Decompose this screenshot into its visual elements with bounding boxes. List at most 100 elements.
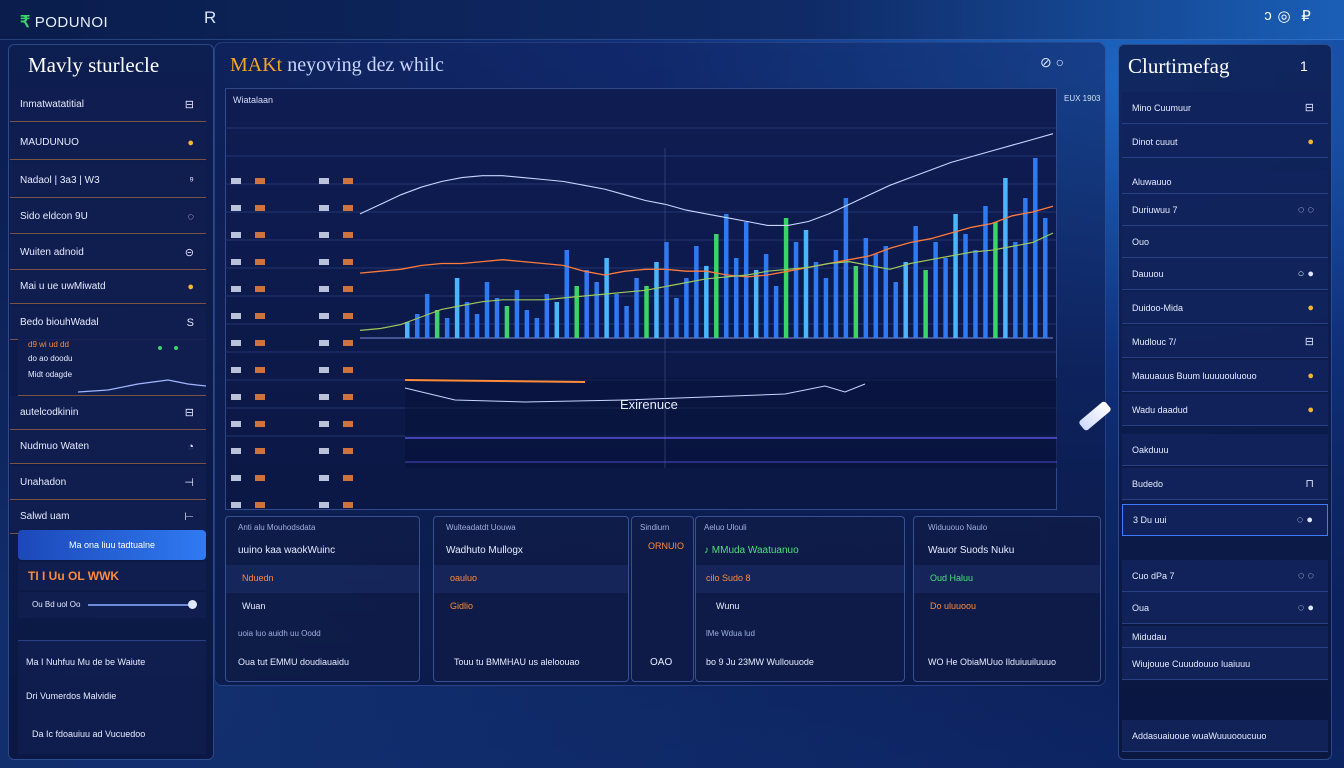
- y-tick-label: [255, 313, 265, 319]
- right-list-item[interactable]: Midudau: [1122, 626, 1328, 648]
- sidebar-item-label: MAUDUNUO: [20, 137, 79, 148]
- sidebar-item[interactable]: Salwd uam ⊢: [10, 500, 206, 534]
- series-line-white: [359, 133, 1054, 226]
- refresh-icon[interactable]: ↄ: [1264, 7, 1272, 24]
- sidebar-item-label: Bedo biouhWadal: [20, 317, 99, 328]
- card-value: oauluo: [450, 573, 478, 583]
- chart-bar: [953, 214, 958, 338]
- chart-bar: [1013, 242, 1018, 338]
- chart-tab[interactable]: Wiatalaan: [233, 95, 274, 105]
- warning-row[interactable]: TI I Uu OL WWK: [18, 562, 206, 590]
- right-list-item[interactable]: Mino Cuumuur ⊟: [1122, 92, 1328, 124]
- footer-item[interactable]: Ma I Nuhfuu Mu de be Waiute: [26, 657, 146, 667]
- sidebar-item[interactable]: Nadaol | 3a3 | W3 ⁹: [10, 164, 206, 198]
- right-list-item[interactable]: Aluwauuo: [1122, 170, 1328, 194]
- chart-bar: [733, 258, 739, 338]
- right-list-item[interactable]: Budedo ⊓: [1122, 468, 1328, 500]
- y-tick-label: [343, 205, 353, 211]
- minus-circle-icon: ⊝: [184, 247, 194, 259]
- metric-card[interactable]: Aeluo Ulouli ♪ MMuda Waatuanuo cilo Sudo…: [695, 516, 905, 682]
- main-title: MAKt neyoving dez whilc: [230, 54, 444, 77]
- chart-bar: [454, 278, 460, 338]
- right-item-label: Cuo dPa 7: [1132, 570, 1175, 581]
- slider-track[interactable]: [88, 604, 192, 606]
- card-value: Do uluuoou: [930, 601, 977, 611]
- target-icon[interactable]: ◎: [1277, 8, 1291, 25]
- metric-card[interactable]: Anti alu Mouhodsdata uuino kaa waokWuinc…: [225, 516, 420, 682]
- right-list-item[interactable]: Duriuwuu 7 ◌ ◌: [1122, 194, 1328, 226]
- sidebar-item[interactable]: Wuiten adnoid ⊝: [10, 236, 206, 270]
- metric-card[interactable]: Widuuouo Naulo Wauor Suods Nuku Oud Halu…: [913, 516, 1101, 682]
- chart-bar: [544, 294, 550, 338]
- card-footer: Touu tu BMMHAU us aleloouao: [454, 657, 580, 667]
- right-item-label: Mudlouc 7/: [1132, 336, 1177, 347]
- toggle-icon: ◌ ●: [1297, 601, 1314, 614]
- sidebar-item[interactable]: autelcodkinin ⊟: [10, 396, 206, 430]
- slider-thumb[interactable]: [188, 600, 197, 609]
- right-item-label: Ouo: [1132, 236, 1150, 247]
- y-tick-label: [231, 232, 241, 238]
- chart-bar: [803, 230, 809, 338]
- y-tick-label: [319, 286, 329, 292]
- card-value: Gidlio: [450, 601, 474, 611]
- chart-bar: [714, 234, 719, 338]
- y-tick-label: [343, 286, 353, 292]
- y-tick-label: [343, 313, 353, 319]
- metric-card[interactable]: Wulteadatdt Uouwa Wadhuto Mullogx oauluo…: [433, 516, 629, 682]
- sidebar-item-label: Sido eldcon 9U: [20, 211, 88, 222]
- sidebar-item[interactable]: Nudmuo Waten ◔: [10, 430, 206, 464]
- coin-icon: ●: [1307, 135, 1314, 148]
- chart-bar: [833, 250, 839, 338]
- sidebar-item[interactable]: Unahadon ⊣: [10, 466, 206, 500]
- chart-bar: [654, 262, 659, 338]
- right-list-item[interactable]: Addasuaiuoue wuaWuuuooucuuo: [1122, 720, 1328, 752]
- y-tick-label: [231, 502, 241, 508]
- chart-bar: [434, 310, 440, 338]
- y-tick-label: [255, 367, 265, 373]
- chart-bar: [1033, 158, 1038, 338]
- panel-icon: ⊟: [1304, 102, 1314, 114]
- y-tick-label: [255, 502, 265, 508]
- footer-item[interactable]: Da Ic fdoauiuu ad Vucuedoo: [32, 729, 146, 739]
- sidebar-item[interactable]: Mai u ue uwMiwatd ●: [10, 270, 206, 304]
- toggle-icon: ○ ●: [1297, 267, 1314, 280]
- account-icon[interactable]: ₽: [1301, 8, 1311, 25]
- right-list-item[interactable]: Duidoo-Mida ●: [1122, 292, 1328, 324]
- right-list-item[interactable]: Dinot cuuut ●: [1122, 126, 1328, 158]
- card-caption: Sindiurn: [640, 523, 670, 532]
- right-list-item[interactable]: Mudlouc 7/ ⊟: [1122, 326, 1328, 358]
- footer-item[interactable]: Dri Vumerdos Malvidie: [26, 691, 117, 701]
- sidebar-item[interactable]: MAUDUNUO ●: [10, 126, 206, 160]
- active-nav-label: Ma ona liuu tadtualne: [68, 540, 156, 550]
- sidebar-item[interactable]: Sido eldcon 9U ◌: [10, 200, 206, 234]
- market-chart[interactable]: [225, 88, 1057, 510]
- right-list-item[interactable]: Wiujouue Cuuudouuo luaiuuu: [1122, 648, 1328, 680]
- right-list-item[interactable]: Mauuauus Buum luuuuouluouo ●: [1122, 360, 1328, 392]
- right-item-label: Wiujouue Cuuudouuo luaiuuu: [1132, 658, 1251, 669]
- sidebar-item[interactable]: Inmatwatatitial ⊟: [10, 88, 206, 122]
- chart-bar: [664, 242, 669, 338]
- toggle-icon: ◌ ◌: [1297, 569, 1314, 582]
- main-corner-controls[interactable]: ⊘ ○: [1040, 54, 1065, 70]
- chart-bar: [494, 298, 500, 338]
- app-logo[interactable]: ₹ PODUNOI: [20, 12, 108, 32]
- card-caption: Widuuouo Naulo: [928, 523, 988, 532]
- right-item-label: Oua: [1132, 602, 1150, 613]
- right-list-item-selected[interactable]: 3 Du uui ◌ ●: [1122, 504, 1328, 536]
- mini-chart-line: Midt odagde: [28, 370, 73, 379]
- coin-icon: ●: [187, 280, 194, 293]
- right-list-item[interactable]: Wadu daadud ●: [1122, 394, 1328, 426]
- right-list-item[interactable]: Cuo dPa 7 ◌ ◌: [1122, 560, 1328, 592]
- chart-bar: [424, 294, 430, 338]
- metric-card[interactable]: Sindiurn ORNUIO OAO: [631, 516, 694, 682]
- slider-row[interactable]: Ou Bd uol Oo: [18, 592, 206, 618]
- ruble-icon[interactable]: R: [204, 8, 217, 27]
- y-tick-label: [343, 475, 353, 481]
- right-list-item[interactable]: Oua ◌ ●: [1122, 592, 1328, 624]
- chart-bar: [873, 254, 879, 338]
- chart-bar: [863, 238, 869, 338]
- right-list-item[interactable]: Dauuou ○ ●: [1122, 258, 1328, 290]
- active-nav-item[interactable]: Ma ona liuu tadtualne: [18, 530, 206, 560]
- right-list-item[interactable]: Ouo: [1122, 226, 1328, 258]
- right-list-item[interactable]: Oakduuu: [1122, 434, 1328, 466]
